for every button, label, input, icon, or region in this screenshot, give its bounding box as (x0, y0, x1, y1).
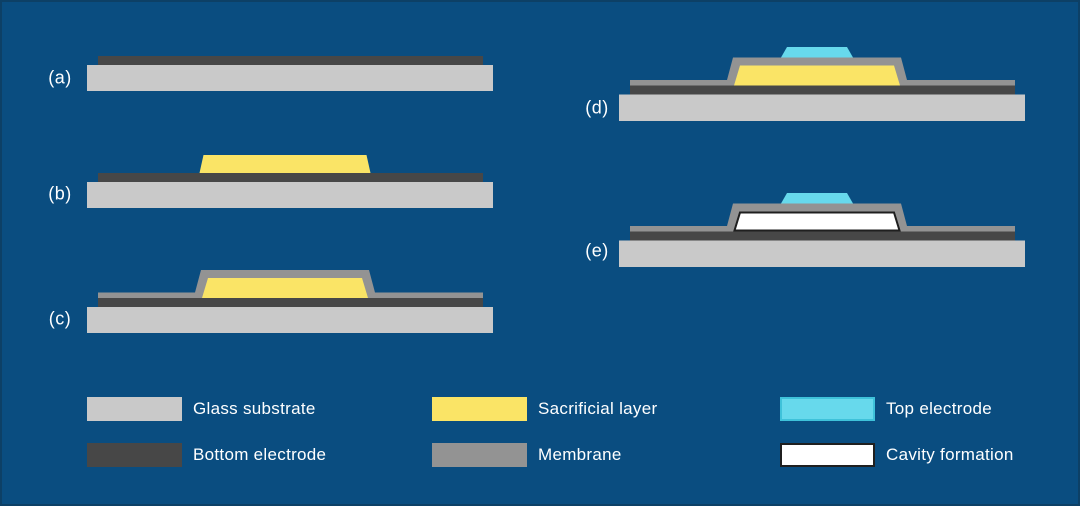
legend-item-glass-substrate: Glass substrate (87, 397, 316, 421)
panel-label-d: (d) (585, 97, 609, 118)
bottom-electrode-layer (98, 173, 483, 182)
legend-item-bottom-electrode: Bottom electrode (87, 443, 326, 467)
sacrificial-layer-swatch (432, 397, 527, 421)
sacrificial-layer (199, 155, 371, 173)
panel-b-diagram (87, 155, 493, 208)
membrane-swatch (432, 443, 527, 467)
bottom-electrode-layer (98, 56, 483, 65)
legend-item-top-electrode: Top electrode (780, 397, 992, 421)
bottom-electrode-layer (98, 298, 483, 307)
legend-label: Glass substrate (193, 399, 316, 418)
cavity-layer (733, 211, 901, 232)
cavity-formation-swatch (780, 443, 875, 467)
legend-label: Top electrode (886, 399, 992, 418)
panel-c-diagram (87, 270, 493, 333)
panel-label-c: (c) (48, 308, 72, 329)
glass-substrate-layer (87, 65, 493, 91)
bottom-electrode-layer (630, 231, 1015, 241)
legend-label: Bottom electrode (193, 445, 327, 464)
panel-a-diagram (87, 56, 493, 91)
bottom-electrode-layer (630, 85, 1015, 95)
glass-substrate-swatch (87, 397, 182, 421)
legend-label: Cavity formation (886, 445, 1014, 464)
legend-label: Sacrificial layer (538, 399, 658, 418)
top-electrode-swatch (780, 397, 875, 421)
top-electrode-layer (781, 47, 853, 58)
panel-label-e: (e) (585, 240, 609, 261)
legend-item-membrane: Membrane (432, 443, 622, 467)
glass-substrate-layer (619, 94, 1025, 121)
sacrificial-layer (734, 65, 900, 86)
glass-substrate-layer (619, 240, 1025, 267)
panel-label-a: (a) (48, 67, 72, 88)
bottom-electrode-swatch (87, 443, 182, 467)
panel-d-diagram (619, 47, 1025, 121)
top-electrode-layer (781, 193, 853, 204)
panel-e-diagram (619, 193, 1025, 267)
legend-label: Membrane (538, 445, 622, 464)
glass-substrate-layer (87, 182, 493, 208)
legend-item-cavity-formation: Cavity formation (780, 443, 1014, 467)
sacrificial-layer (202, 278, 368, 298)
panel-label-b: (b) (48, 183, 72, 204)
legend-item-sacrificial-layer: Sacrificial layer (432, 397, 657, 421)
glass-substrate-layer (87, 307, 493, 333)
